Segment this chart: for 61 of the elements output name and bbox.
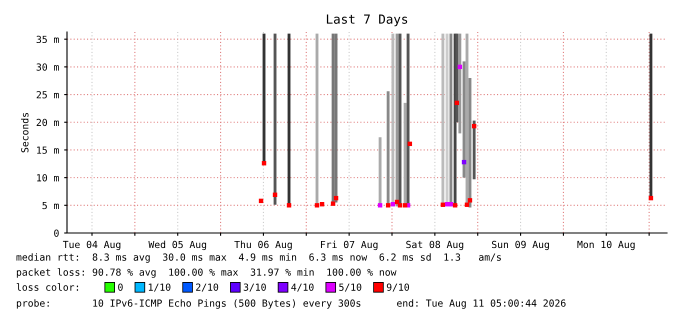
point [378, 203, 382, 208]
legend-label: 4/10 [291, 283, 314, 292]
point [454, 100, 460, 106]
legend-label: 9/10 [386, 283, 410, 292]
legend-label: 1/10 [148, 283, 170, 292]
point [464, 202, 470, 207]
y-tick-label: 10 m [37, 174, 59, 182]
bar [455, 34, 458, 122]
legend-label: 2/10 [196, 283, 218, 292]
x-tick-label: Tue 04 Aug [62, 240, 120, 250]
y-tick-label: 30 m [36, 63, 59, 71]
point [648, 196, 654, 200]
x-tick-label: Sun 09 Aug [492, 240, 549, 250]
point [262, 161, 266, 166]
y-axis-title: Seconds [20, 112, 29, 152]
point [440, 202, 446, 207]
point [452, 203, 458, 208]
point [448, 202, 454, 206]
text: probe: 10 IPv6-ICMP Echo Pings (500 Bytes) every 300s end: Tue Aug 11 05:00:44 2026 [16, 299, 566, 309]
x-tick-label: Sat 08 Aug [406, 240, 464, 250]
bar [468, 78, 472, 208]
chart-title: Last 7 Days [326, 14, 408, 26]
legend-label: 0 [118, 283, 123, 291]
point [272, 192, 278, 197]
legend-title: loss color: [16, 283, 78, 291]
point [472, 124, 476, 128]
y-tick-label: 0 [54, 230, 59, 237]
y-tick-label: 5 m [42, 202, 59, 210]
x-tick-label: Mon 10 Aug [577, 240, 635, 250]
point [408, 142, 412, 146]
bar [262, 34, 266, 164]
bar [334, 34, 338, 203]
bar [396, 34, 398, 206]
point [330, 201, 336, 206]
y-tick-label: 25 m [36, 91, 59, 98]
x-tick-label: Wed 05 Aug [148, 240, 206, 250]
point [398, 203, 402, 208]
legend-label: 3/10 [244, 283, 266, 292]
bar [472, 120, 476, 180]
bar [462, 61, 466, 178]
x-tick-label: Thu 06 Aug [234, 240, 292, 250]
x-tick-label: Fri 07 Aug [320, 240, 378, 250]
point [258, 198, 264, 204]
text: median rtt: 8.3 ms avg 30.0 ms max 4.9 ms min 6.3 ms now 6.2 ms sd 1.3 am/s [16, 253, 501, 263]
legend-label: 5/10 [339, 283, 362, 292]
text: packet loss: 90.78 % avg 100.00 % max 31.97 % min 100.00 % now [16, 268, 396, 278]
point [402, 203, 408, 208]
point [334, 196, 338, 200]
point [390, 202, 396, 206]
point [462, 160, 466, 164]
y-tick-label: 35 m [36, 36, 59, 44]
y-tick-label: 20 m [36, 118, 59, 126]
bar [458, 34, 462, 134]
bar [288, 34, 290, 206]
point [314, 203, 320, 208]
point [386, 203, 390, 208]
y-tick-label: 15 m [37, 146, 59, 154]
point [320, 202, 324, 206]
point [468, 198, 472, 203]
point [286, 203, 292, 208]
bar [274, 34, 276, 205]
